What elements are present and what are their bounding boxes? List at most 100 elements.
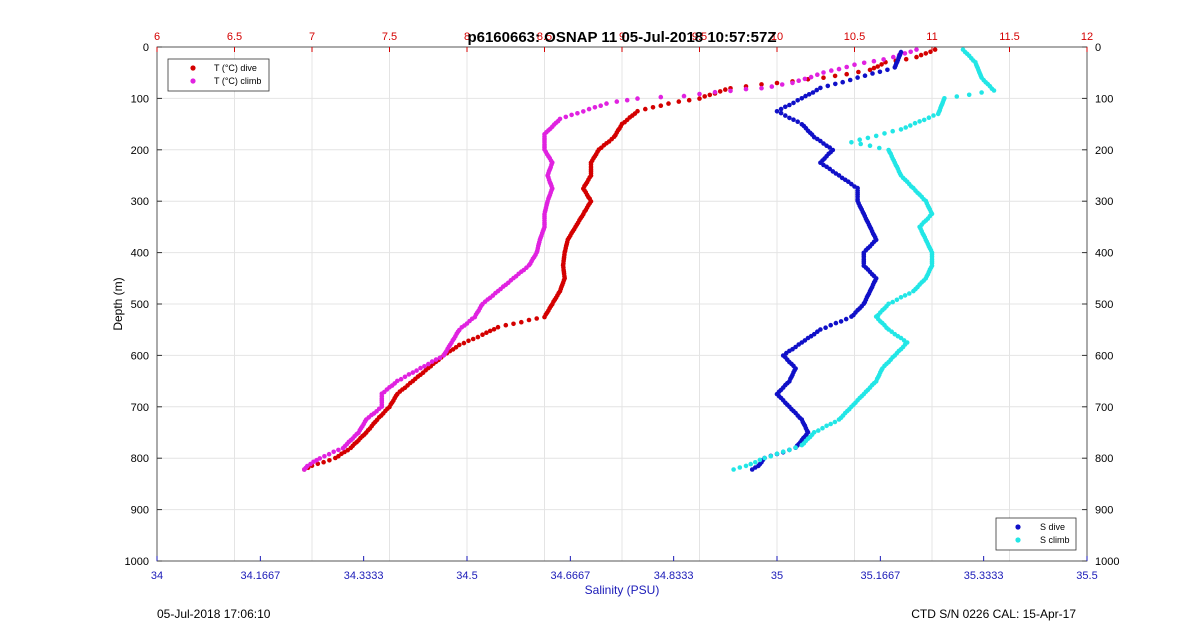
data-point: [743, 86, 749, 92]
data-point: [903, 125, 908, 130]
y-tick-label-left: 700: [131, 402, 149, 414]
data-point: [327, 458, 332, 463]
y-tick-label-left: 0: [143, 42, 149, 54]
series-t-c-dive: [302, 47, 938, 472]
y-tick-label-left: 200: [131, 145, 149, 157]
data-point: [429, 359, 435, 364]
legend-marker-s-climb: [1015, 537, 1021, 543]
data-point: [824, 423, 829, 429]
data-point: [914, 47, 919, 52]
data-point: [783, 104, 788, 110]
data-point: [935, 111, 941, 117]
series-layer: [302, 47, 997, 472]
data-point: [666, 101, 671, 106]
data-point: [753, 460, 758, 465]
data-point: [827, 145, 832, 150]
data-point: [697, 91, 702, 97]
y-tick-label-left: 500: [131, 299, 149, 311]
y-tick-label-left: 900: [131, 505, 149, 517]
x-top-tick-label: 12: [1081, 31, 1093, 43]
data-point: [614, 99, 620, 104]
data-point: [461, 340, 467, 346]
x-bottom-tick-label: 35.5: [1076, 570, 1097, 582]
data-point: [791, 100, 796, 106]
y-tick-label-left: 800: [131, 453, 149, 465]
data-point: [818, 85, 823, 91]
data-point: [902, 51, 908, 56]
data-point: [858, 141, 863, 147]
data-point: [333, 455, 338, 461]
legend-marker-t-dive: [190, 65, 196, 71]
data-point: [575, 111, 580, 116]
data-point: [802, 76, 808, 82]
y-tick-label-left: 600: [131, 350, 149, 362]
data-point: [821, 70, 826, 75]
data-point: [302, 467, 307, 472]
data-point: [890, 128, 895, 134]
data-point: [569, 112, 574, 118]
data-point: [774, 109, 780, 114]
y-tick-label-right: 200: [1095, 145, 1113, 157]
data-point: [768, 453, 774, 459]
data-point: [833, 81, 838, 87]
data-point: [410, 370, 416, 375]
series-s-climb: [731, 47, 997, 472]
data-point: [511, 321, 516, 327]
data-point: [912, 120, 918, 126]
data-point: [340, 445, 346, 451]
data-point: [793, 445, 798, 450]
data-point: [849, 140, 854, 145]
data-point: [908, 49, 913, 55]
data-point: [519, 319, 524, 325]
x-top-tick-label: 7: [309, 31, 315, 43]
legend-temperature-box: [167, 58, 270, 92]
data-point: [827, 166, 832, 172]
data-point: [774, 80, 780, 86]
data-point: [836, 66, 842, 72]
data-point: [898, 295, 904, 300]
data-point: [466, 338, 471, 344]
x-top-tick-label: 9.5: [692, 31, 707, 43]
x-top-tick-label: 10.5: [844, 31, 865, 43]
data-point: [891, 54, 896, 60]
x-axis-label-salinity: Salinity (PSU): [585, 583, 660, 597]
data-point: [867, 67, 873, 73]
data-point: [581, 109, 586, 114]
data-point: [806, 92, 812, 97]
x-bottom-tick-label: 34.3333: [344, 570, 384, 582]
data-point: [315, 461, 321, 467]
data-point: [911, 288, 916, 294]
data-point: [862, 73, 868, 78]
data-point: [825, 83, 831, 89]
data-point: [844, 64, 849, 70]
y-tick-label-left: 300: [131, 196, 149, 208]
data-point: [650, 105, 656, 110]
data-point: [534, 316, 539, 321]
data-point: [902, 293, 908, 298]
data-point: [480, 332, 485, 338]
x-top-tick-label: 6: [154, 31, 160, 43]
data-point: [778, 110, 784, 116]
y-tick-label-right: 300: [1095, 196, 1113, 208]
y-tick-label-right: 900: [1095, 505, 1113, 517]
data-point: [686, 97, 692, 103]
data-point: [592, 105, 598, 110]
data-point: [787, 102, 792, 108]
data-point: [843, 316, 849, 322]
data-point: [433, 357, 439, 362]
y-tick-label-right: 100: [1095, 93, 1113, 105]
y-tick-label-right: 400: [1095, 248, 1113, 260]
data-point: [475, 334, 481, 340]
data-point: [881, 57, 886, 62]
data-point: [877, 145, 882, 151]
data-point: [838, 319, 844, 324]
data-point: [857, 137, 862, 142]
data-point: [336, 447, 341, 453]
data-point: [339, 451, 344, 457]
data-point: [894, 297, 900, 303]
x-top-tick-label: 8: [464, 31, 470, 43]
data-point: [879, 62, 884, 67]
x-bottom-tick-label: 35.3333: [964, 570, 1004, 582]
data-point: [658, 103, 664, 108]
